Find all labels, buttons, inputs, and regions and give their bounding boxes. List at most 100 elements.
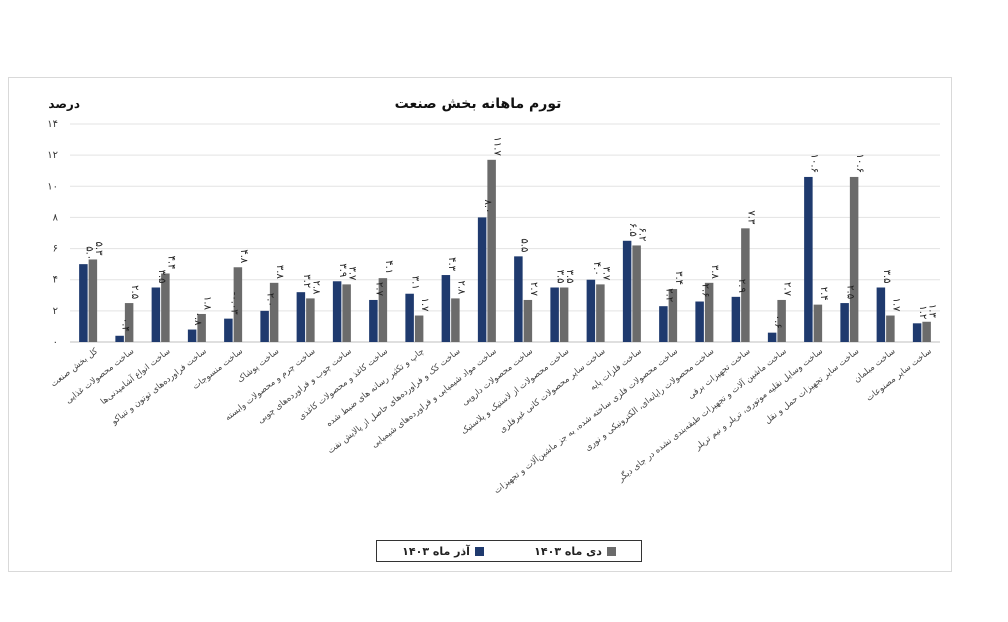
data-label: ۰.۶ <box>772 315 783 329</box>
data-label: ۸.۰ <box>482 200 493 214</box>
data-label: ۳.۵ <box>881 270 892 284</box>
data-label: ۷.۳ <box>745 210 756 225</box>
bar-series-1 <box>405 293 414 342</box>
bar-series-2 <box>523 299 533 342</box>
bar-series-2 <box>849 176 859 342</box>
bar-series-1 <box>622 240 632 342</box>
data-label: ۲.۷ <box>782 282 793 297</box>
data-label: ۲.۵ <box>129 285 140 299</box>
bar-series-2 <box>704 282 714 342</box>
bar-series-1 <box>477 217 487 342</box>
data-label: ۵.۵ <box>518 238 529 252</box>
legend: دی ماه ۱۴۰۳ آذر ماه ۱۴۰۳ <box>376 540 642 562</box>
bar-series-1 <box>550 287 559 342</box>
bar-series-1 <box>332 281 342 342</box>
bars <box>79 159 931 342</box>
bar-series-2 <box>777 299 786 342</box>
data-label: ۱.۸ <box>202 296 213 311</box>
bar-series-1 <box>260 310 269 342</box>
bar-series-2 <box>813 304 823 342</box>
data-label: ۳.۲ <box>301 274 312 288</box>
data-label: ۱.۷ <box>890 298 901 313</box>
data-label: ۵.۳ <box>93 242 104 257</box>
legend-swatch-series-1 <box>474 546 484 556</box>
bar-series-2 <box>124 303 134 342</box>
bar-series-2 <box>922 321 931 342</box>
bar-series-2 <box>632 245 641 342</box>
bar-series-2 <box>88 259 98 342</box>
bar-series-2 <box>487 159 496 342</box>
bar-series-2 <box>414 315 424 342</box>
data-label: ۵.۰ <box>83 246 94 260</box>
data-label: ۳.۸ <box>274 265 285 280</box>
category-label: ساخت سایر مصنوعات <box>864 346 933 403</box>
data-label: ۳.۴ <box>673 271 684 285</box>
data-label: ۲.۰ <box>265 293 276 307</box>
y-tick-label: ۰ <box>53 337 58 348</box>
data-label: ۳.۷ <box>600 266 611 281</box>
category-label: ساخت کک و فراورده‌های حاصل از پالایش نفت <box>326 346 462 456</box>
bar-series-2 <box>886 315 895 342</box>
data-label: ۲.۷ <box>528 282 539 297</box>
bar-series-2 <box>269 282 279 342</box>
bar-series-1 <box>695 301 704 342</box>
data-label: ۳.۵ <box>555 270 566 284</box>
bar-series-1 <box>586 279 596 342</box>
bar-series-1 <box>441 275 451 342</box>
data-label: ۲.۷ <box>373 282 384 297</box>
data-label: ۶.۲ <box>637 228 648 242</box>
y-tick-label: ۸ <box>53 212 59 223</box>
bar-series-1 <box>514 256 523 342</box>
bar-series-1 <box>767 332 777 342</box>
legend-label-series-2: دی ماه ۱۴۰۳ <box>534 544 602 558</box>
bar-series-1 <box>115 335 124 342</box>
data-label: ۲.۵ <box>845 285 856 299</box>
legend-item-series-2: دی ماه ۱۴۰۳ <box>534 545 616 558</box>
data-label: ۱۰.۶ <box>808 154 819 173</box>
bar-series-2 <box>161 273 170 342</box>
data-label: -۰.۰۳ <box>228 292 239 316</box>
data-label: ۳.۹ <box>337 263 348 277</box>
bar-series-1 <box>369 299 378 342</box>
y-tick-label: ۶ <box>53 244 58 255</box>
data-label: ۲.۸ <box>310 280 321 295</box>
bar-series-1 <box>296 292 306 342</box>
data-label: ۲.۶ <box>700 284 711 298</box>
bar-series-1 <box>151 287 161 342</box>
y-axis-unit: درصد <box>48 97 80 111</box>
bar-series-1 <box>79 264 88 342</box>
data-label: ۳.۸ <box>709 265 720 280</box>
bar-series-2 <box>306 298 315 342</box>
gridlines <box>70 123 940 343</box>
data-label: ۳.۱ <box>410 276 421 290</box>
chart-title: تورم ماهانه بخش صنعت <box>395 96 562 112</box>
bar-series-2 <box>233 267 243 342</box>
category-label: ساخت محصولات رایانه‌ای، الکترونیکی و نور… <box>583 346 716 453</box>
bar-series-1 <box>912 323 922 342</box>
data-label: ۰.۴ <box>120 318 131 332</box>
bar-series-1 <box>731 296 741 342</box>
bar-series-1 <box>659 306 668 342</box>
category-label: ساخت وسایل نقلیه موتوری، تریلر و نیم تری… <box>693 346 825 453</box>
data-label: ۴.۱ <box>383 260 394 274</box>
data-label: ۴.۴ <box>165 256 176 270</box>
data-label: ۱.۷ <box>419 298 430 313</box>
legend-label-series-1: آذر ماه ۱۴۰۳ <box>402 544 470 558</box>
y-tick-labels: ۰ ۲ ۴ ۶ ۸ ۱۰ ۱۲ ۱۴ <box>47 119 58 348</box>
bar-series-2 <box>197 313 206 342</box>
data-label: ۴.۰ <box>591 262 602 276</box>
legend-item-series-1: آذر ماه ۱۴۰۳ <box>402 545 484 558</box>
y-tick-label: ۴ <box>53 275 58 286</box>
data-label: ۳.۵ <box>156 270 167 284</box>
bar-series-2 <box>741 228 750 342</box>
bar-series-1 <box>804 176 813 342</box>
bar-series-2 <box>559 287 569 342</box>
data-label: ۲.۸ <box>455 280 466 295</box>
y-tick-label: ۱۴ <box>47 119 58 130</box>
bar-series-1 <box>876 287 886 342</box>
data-labels: ۵.۰۵.۳۰.۴۲.۵۳.۵۴.۴۰.۸۱.۸ -۰.۰۳۴.۸۲.۰۳.۸۳.… <box>83 137 937 332</box>
bar-series-2 <box>378 278 388 342</box>
data-label: ۴.۸ <box>238 249 249 264</box>
y-tick-label: ۱۰ <box>47 181 58 192</box>
category-label: ساخت ماشین آلات و تجهیزات طبقه‌بندی نشده… <box>615 345 789 485</box>
